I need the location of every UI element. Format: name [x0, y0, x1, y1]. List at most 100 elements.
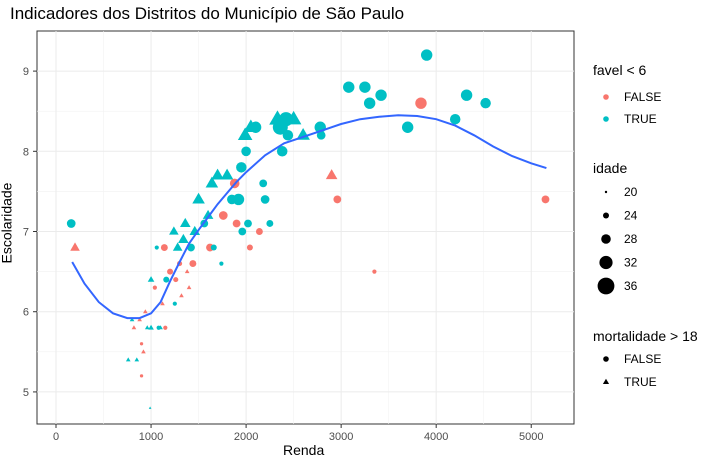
data-point-circle: [372, 269, 377, 274]
data-point-circle: [363, 97, 376, 109]
data-point-circle: [236, 162, 247, 173]
legend-title-mortalidade: mortalidade > 18: [593, 328, 698, 344]
data-point-triangle: [147, 276, 155, 282]
data-point-circle: [401, 121, 414, 133]
data-point-circle: [249, 121, 262, 133]
data-point-triangle: [158, 325, 163, 330]
data-point-circle: [246, 244, 253, 251]
plot-panel: [36, 30, 575, 425]
data-point-circle: [241, 146, 251, 157]
data-point-circle: [480, 97, 491, 109]
data-point-circle: [343, 81, 355, 93]
data-point-circle: [316, 130, 326, 140]
data-point-triangle: [202, 209, 214, 219]
data-point-triangle: [285, 110, 302, 125]
data-point-circle: [260, 195, 270, 204]
legend-key-idade: [601, 234, 611, 244]
data-point-circle: [232, 219, 241, 228]
data-point-triangle: [211, 168, 224, 180]
axis-ticks: 0 1000 2000 3000 4000 5000 5 6 7 8 9: [23, 66, 544, 443]
x-tick-label: 0: [53, 431, 59, 443]
legend-label-favel: TRUE: [624, 112, 657, 126]
data-point-triangle: [186, 285, 192, 290]
data-point-circle: [259, 179, 268, 188]
data-point-circle: [139, 342, 144, 346]
x-tick-label: 3000: [329, 431, 353, 443]
data-point-triangle: [143, 309, 148, 314]
data-point-triangle: [141, 349, 146, 354]
legend-key-favel: [603, 116, 609, 122]
data-point-circle: [163, 325, 168, 330]
data-point-triangle: [169, 226, 179, 235]
data-point-circle: [173, 277, 179, 283]
data-point-triangle: [144, 325, 150, 330]
data-point-circle: [415, 97, 427, 109]
data-point-triangle: [137, 317, 142, 322]
data-point-triangle: [325, 169, 338, 180]
y-tick-label: 5: [23, 387, 29, 399]
legend-key-favel: [603, 94, 609, 100]
legend-key-mortalidade: [603, 356, 609, 362]
data-point-circle: [449, 113, 461, 125]
data-point-circle: [255, 228, 263, 235]
legend: favel < 6 FALSE TRUE idade 20 24 28 32 36 mortali…: [593, 62, 698, 389]
x-tick-label: 5000: [519, 431, 543, 443]
data-point-circle: [219, 261, 224, 266]
y-tick-label: 8: [23, 146, 29, 158]
legend-label-idade: 24: [624, 209, 638, 223]
data-point-triangle: [179, 217, 191, 227]
data-point-circle: [375, 89, 387, 101]
data-point-triangle: [134, 357, 140, 362]
data-point-circle: [163, 276, 170, 283]
data-point-triangle: [178, 233, 189, 243]
data-points: [66, 49, 550, 409]
data-point-circle: [420, 49, 433, 61]
data-point-triangle: [205, 176, 219, 188]
data-point-triangle: [237, 127, 253, 141]
data-point-circle: [172, 301, 177, 306]
legend-title-idade: idade: [593, 160, 627, 176]
legend-label-idade: 20: [624, 185, 638, 199]
data-point-circle: [238, 227, 247, 236]
legend-key-idade: [603, 212, 609, 219]
data-point-circle: [154, 245, 159, 250]
legend-label-favel: FALSE: [624, 90, 661, 104]
legend-key-mortalidade: [602, 378, 610, 385]
legend-key-idade: [599, 255, 613, 270]
data-point-triangle: [148, 324, 154, 330]
legend-label-mortalidade: TRUE: [624, 375, 657, 389]
legend-label-mortalidade: FALSE: [624, 352, 661, 366]
data-point-triangle: [131, 325, 137, 330]
y-tick-label: 7: [23, 227, 29, 239]
data-point-triangle: [129, 317, 135, 322]
data-point-circle: [160, 244, 168, 252]
grid-lines: [37, 31, 574, 424]
data-point-triangle: [148, 406, 152, 409]
data-point-circle: [167, 268, 174, 275]
x-tick-label: 1000: [139, 431, 163, 443]
data-point-triangle: [179, 293, 184, 298]
data-point-circle: [210, 244, 217, 251]
smooth-line: [71, 114, 547, 320]
legend-label-idade: 28: [624, 232, 638, 246]
data-point-triangle: [184, 269, 190, 274]
data-point-triangle: [220, 168, 234, 180]
data-point-circle: [189, 260, 197, 268]
data-point-circle: [266, 220, 274, 227]
data-point-triangle: [160, 301, 165, 306]
data-point-circle: [66, 219, 76, 228]
data-point-circle: [232, 193, 245, 206]
data-point-circle: [139, 374, 144, 378]
data-point-circle: [460, 89, 473, 101]
data-point-circle: [333, 195, 342, 204]
data-point-triangle: [125, 357, 131, 362]
x-tick-label: 4000: [424, 431, 448, 443]
y-tick-label: 6: [23, 307, 29, 319]
data-point-triangle: [70, 242, 80, 251]
data-point-circle: [276, 146, 288, 157]
data-point-triangle: [192, 192, 205, 204]
data-point-circle: [541, 195, 550, 204]
chart-title: Indicadores dos Distritos do Município d…: [10, 4, 405, 23]
legend-label-idade: 36: [624, 279, 638, 293]
